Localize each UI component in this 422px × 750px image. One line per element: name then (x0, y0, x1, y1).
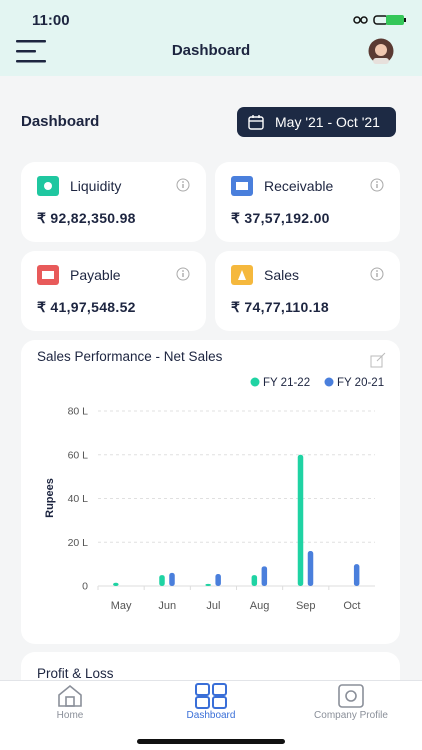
bar (261, 566, 268, 586)
x-tick-label: May (111, 600, 132, 612)
chart: Sales Performance - Net Sales Rupees 0 20… (37, 349, 386, 612)
sales-card[interactable]: Sales ₹ 74,77,110.18 (215, 251, 400, 331)
chart-title: Sales Performance - Net Sales (37, 349, 223, 364)
top-bar (0, 0, 422, 76)
dashboard-icon[interactable] (195, 683, 227, 709)
receivable-card[interactable]: Receivable ₹ 37,57,192.00 (215, 162, 400, 242)
home-icon[interactable] (56, 684, 84, 708)
info-icon[interactable] (370, 267, 384, 281)
date-range-button[interactable]: May '21 - Oct '21 (237, 107, 396, 137)
bar (307, 551, 314, 586)
card-icon (37, 176, 59, 196)
card-icon (231, 265, 253, 285)
info-icon[interactable] (176, 267, 190, 281)
home-indicator (137, 739, 285, 744)
page-title: Dashboard (21, 113, 100, 130)
y-tick-label: 60 L (68, 449, 89, 461)
card-title: Profit & Loss (37, 666, 114, 681)
card-value: ₹ 41,97,548.52 (37, 299, 136, 315)
status-icons (353, 15, 406, 25)
y-tick-label: 20 L (68, 537, 89, 549)
liquidity-card[interactable]: Liquidity ₹ 92,82,350.98 (21, 162, 206, 242)
header-title: Dashboard (171, 42, 251, 59)
calendar-icon (248, 115, 264, 130)
nav-dashboard[interactable]: Dashboard (186, 710, 236, 721)
bar (215, 573, 221, 586)
card-value: ₹ 92,82,350.98 (37, 210, 136, 226)
nav-home[interactable]: Home (56, 710, 84, 721)
legend-label: FY 21-22 (263, 377, 310, 389)
export-icon[interactable] (370, 352, 386, 368)
y-axis-label: Rupees (44, 478, 56, 518)
info-icon[interactable] (176, 178, 190, 192)
legend-label: FY 20-21 (337, 377, 384, 389)
status-time: 11:00 (32, 12, 70, 29)
x-tick-label: Jul (206, 600, 220, 612)
avatar[interactable] (368, 38, 394, 64)
bar (205, 583, 211, 586)
payable-card[interactable]: Payable ₹ 41,97,548.52 (21, 251, 206, 331)
x-tick-label: Jun (158, 600, 176, 612)
y-tick-label: 80 L (68, 406, 89, 418)
legend-swatch (324, 377, 334, 387)
legend-swatch (250, 377, 260, 387)
company-icon[interactable] (338, 684, 364, 708)
y-tick-label: 40 L (68, 493, 89, 505)
card-icon (231, 176, 253, 196)
chart-card: Sales Performance - Net Sales Rupees 0 20… (21, 340, 400, 644)
nav-company-profile[interactable]: Company Profile (314, 710, 388, 721)
bar (169, 572, 175, 586)
x-tick-label: Sep (296, 600, 316, 612)
info-icon[interactable] (370, 178, 384, 192)
card-value: ₹ 74,77,110.18 (231, 299, 329, 315)
bar (353, 564, 360, 586)
card-label: Liquidity (70, 178, 122, 194)
card-icon (37, 265, 59, 285)
y-tick-label: 0 (82, 581, 88, 593)
card-value: ₹ 37,57,192.00 (231, 210, 330, 226)
date-range-text: May '21 - Oct '21 (275, 114, 380, 130)
bar (297, 454, 304, 586)
bar (159, 575, 165, 586)
x-tick-label: Aug (250, 600, 270, 612)
menu-button[interactable] (16, 38, 48, 64)
x-tick-label: Oct (343, 600, 360, 612)
card-label: Receivable (264, 178, 334, 194)
bar (113, 582, 119, 586)
card-label: Sales (264, 267, 300, 283)
card-label: Payable (70, 267, 121, 283)
bar (251, 575, 258, 586)
